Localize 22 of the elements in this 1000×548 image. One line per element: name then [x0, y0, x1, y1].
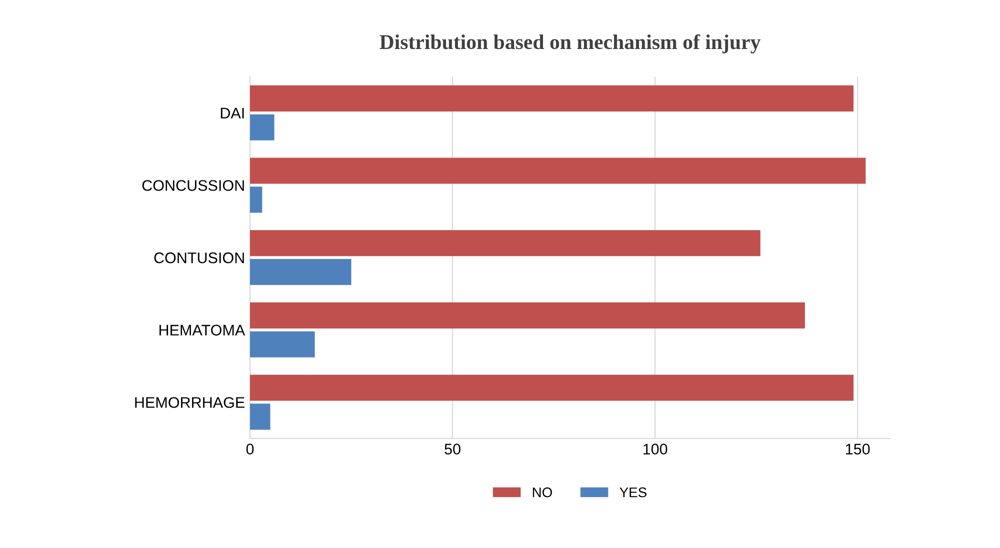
bar [250, 374, 854, 401]
bar [250, 259, 352, 286]
y-tick-label: HEMORRHAGE [135, 397, 244, 408]
chart-title: Distribution based on mechanism of injury [380, 34, 761, 54]
bar [250, 404, 270, 430]
bar [250, 331, 315, 358]
y-tick-label: HEMATOMA [160, 324, 246, 336]
y-tick-label: CONCUSSION [142, 180, 244, 191]
legend-label: NO [532, 487, 552, 498]
x-tick-label: 50 [444, 444, 460, 454]
y-tick-label: DAI [220, 108, 244, 118]
x-tick-label: 150 [846, 444, 870, 454]
bar [250, 230, 760, 256]
bar [250, 114, 274, 140]
bar [250, 186, 262, 213]
x-tick-label: 0 [246, 444, 254, 454]
legend-label: YES [620, 487, 646, 498]
bar [250, 302, 805, 328]
bar [250, 158, 866, 184]
x-tick-label: 100 [643, 444, 668, 454]
bar [250, 85, 854, 112]
y-tick-label: CONTUSION [154, 252, 244, 264]
